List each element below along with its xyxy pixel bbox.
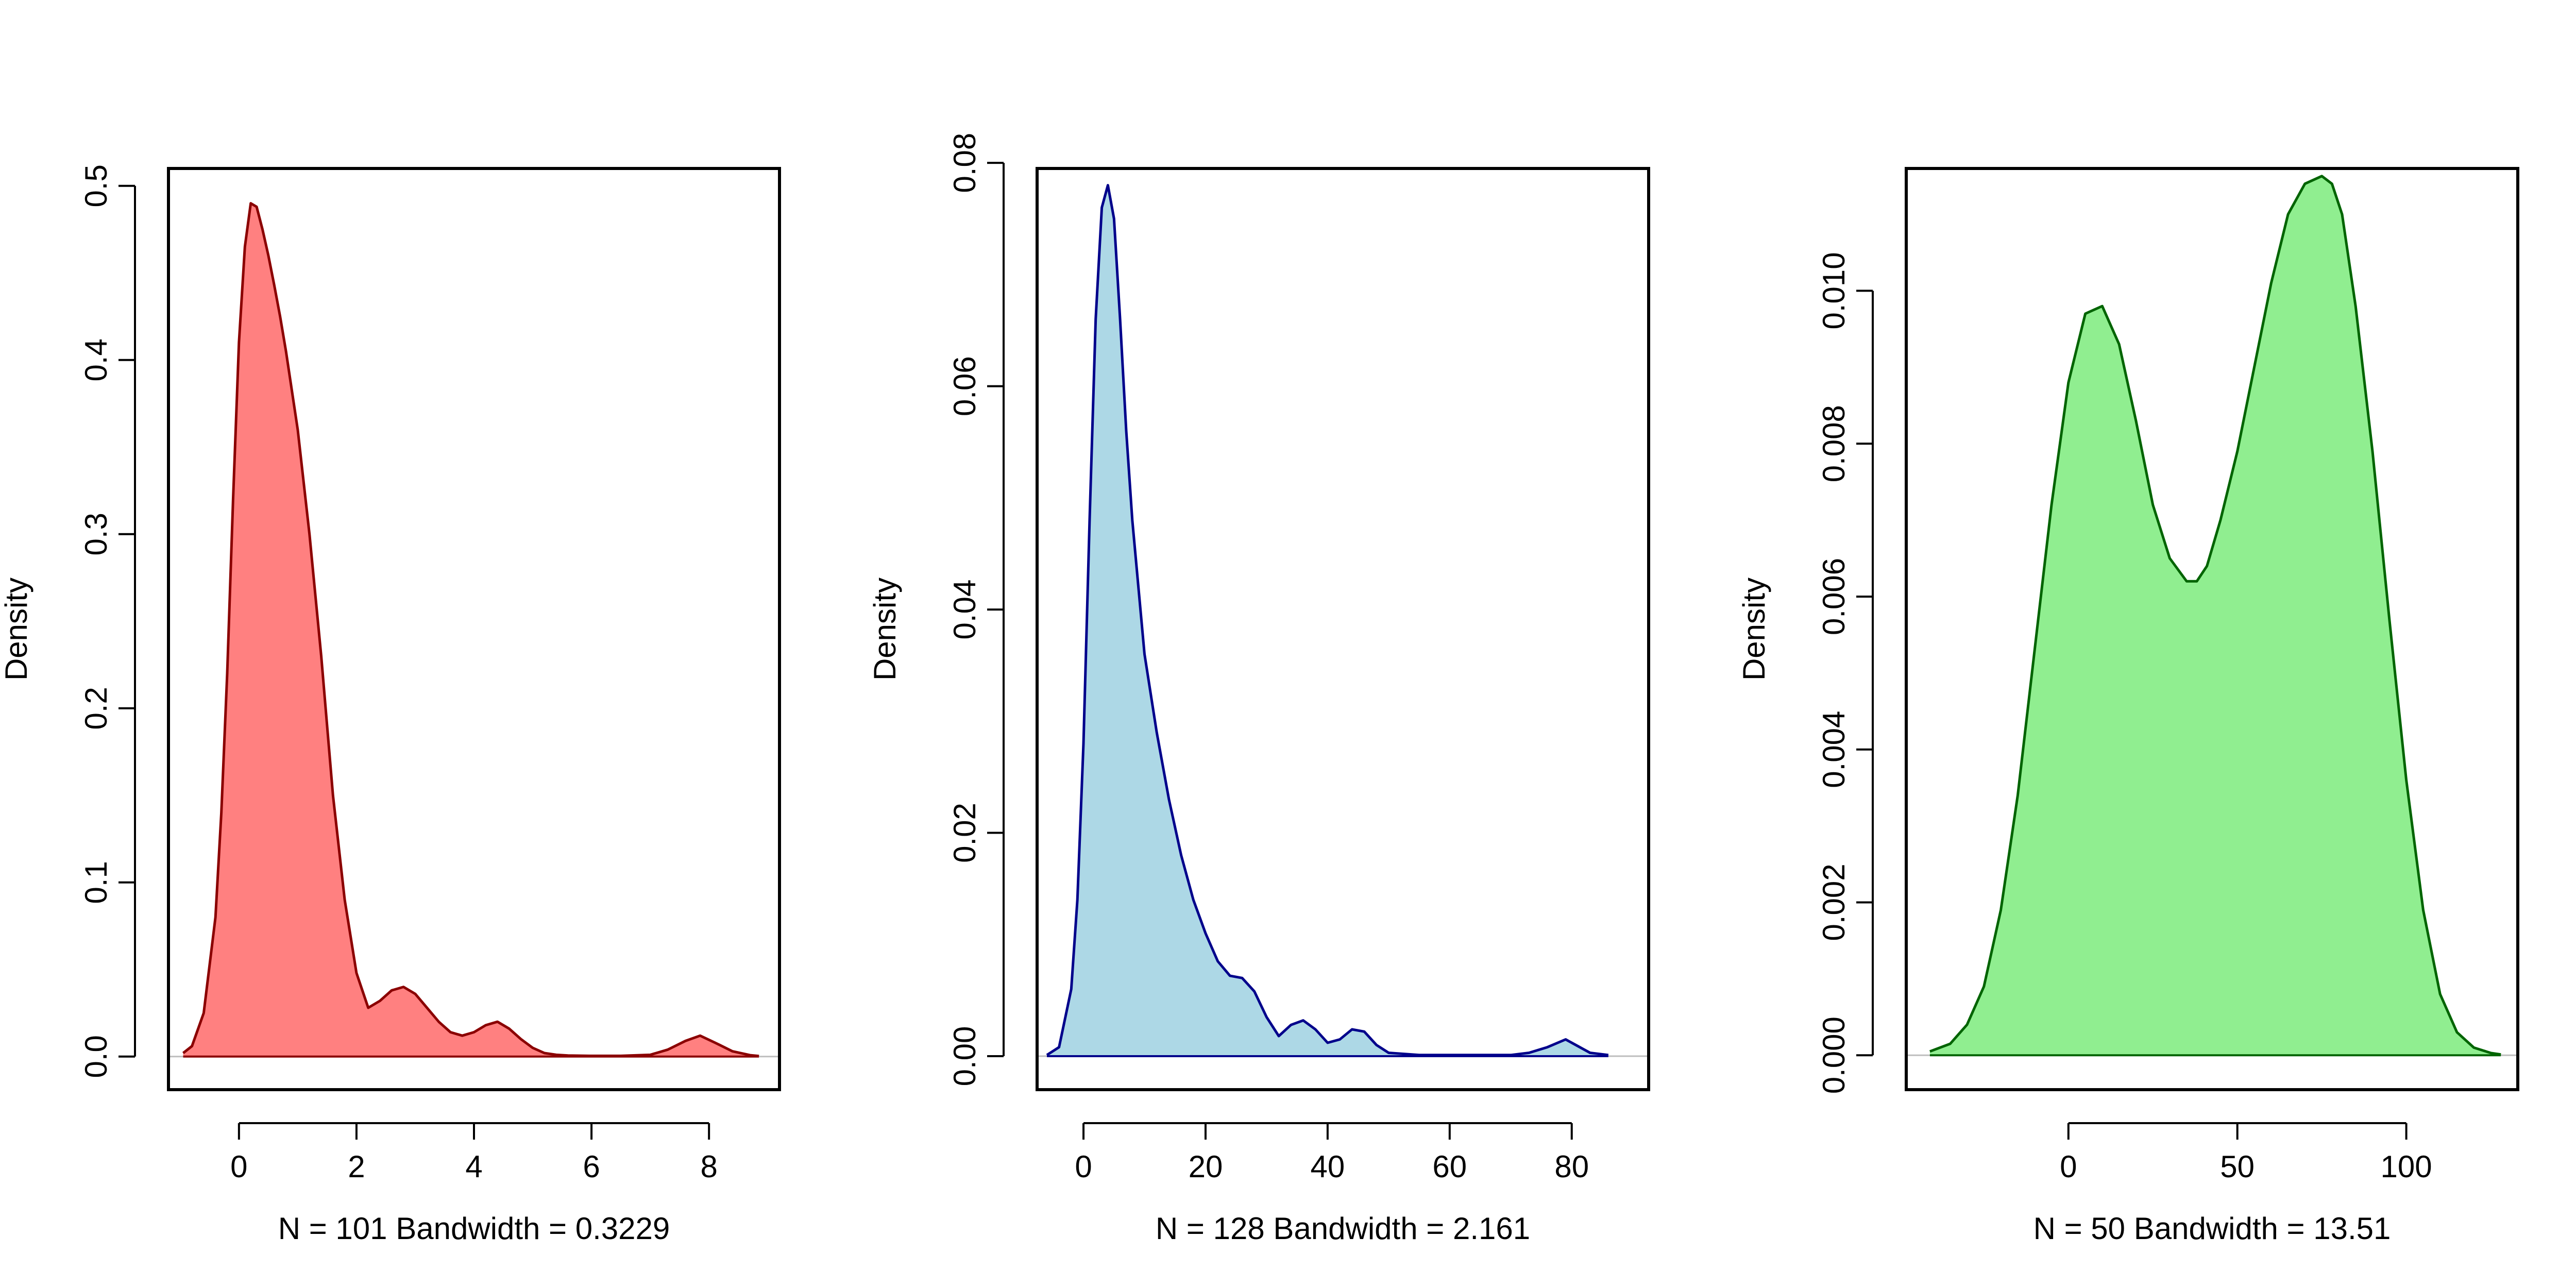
y-tick-label: 0.06 [947, 356, 982, 416]
red-density-panel: 0 2 4 6 8 0.0 0.1 0.2 0.3 0.4 0.5 N = 101 Bandwidth… [0, 164, 781, 1246]
x-tick-label: 100 [2381, 1149, 2432, 1184]
red-plot-frame [167, 167, 781, 1091]
x-tick-label: 8 [700, 1149, 717, 1184]
red-x-axis-label: N = 101 Bandwidth = 0.3229 [278, 1211, 670, 1246]
x-tick-label: 20 [1189, 1149, 1223, 1184]
green-plot-frame [1905, 167, 2519, 1091]
x-tick-label: 0 [2060, 1149, 2077, 1184]
red-density-area [183, 203, 759, 1057]
green-x-axis-label: N = 50 Bandwidth = 13.51 [2033, 1211, 2391, 1246]
y-tick-label: 0.08 [947, 133, 982, 193]
y-tick-label: 0.00 [947, 1026, 982, 1087]
y-tick-label: 0.2 [79, 687, 113, 730]
red-y-axis-label: Density [0, 578, 33, 681]
x-tick-label: 0 [1075, 1149, 1092, 1184]
x-tick-label: 60 [1432, 1149, 1467, 1184]
x-tick-label: 40 [1311, 1149, 1345, 1184]
blue-density-line [1046, 184, 1609, 1057]
green-density-panel: 0 50 100 0.000 0.002 0.004 0.006 0.008 0.010 N = … [1737, 167, 2519, 1246]
green-density-area [1929, 176, 2501, 1056]
y-tick-label: 0.1 [79, 861, 113, 904]
x-tick-label: 80 [1554, 1149, 1589, 1184]
x-tick-label: 2 [348, 1149, 365, 1184]
y-tick-label: 0.000 [1817, 1016, 1851, 1094]
blue-plot-frame [1036, 167, 1650, 1091]
y-tick-label: 0.02 [947, 803, 982, 863]
blue-x-axis-label: N = 128 Bandwidth = 2.161 [1156, 1211, 1530, 1246]
x-tick-label: 6 [583, 1149, 600, 1184]
y-tick-label: 0.5 [79, 164, 113, 207]
blue-density-area [1047, 185, 1608, 1056]
y-tick-label: 0.0 [79, 1035, 113, 1078]
x-tick-label: 4 [465, 1149, 482, 1184]
blue-density-panel: 0 20 40 60 80 0.00 0.02 0.04 0.06 0.08 N = 128 Ban… [868, 133, 1650, 1246]
x-tick-label: 0 [230, 1149, 247, 1184]
green-y-axis-label: Density [1737, 578, 1771, 681]
y-tick-label: 0.4 [79, 338, 113, 381]
y-tick-label: 0.010 [1817, 252, 1851, 329]
y-tick-label: 0.04 [947, 580, 982, 640]
y-tick-label: 0.002 [1817, 863, 1851, 941]
x-tick-label: 50 [2220, 1149, 2255, 1184]
green-density-line [1929, 175, 2501, 1056]
y-tick-label: 0.004 [1817, 711, 1851, 788]
blue-y-axis-label: Density [868, 578, 902, 681]
y-tick-label: 0.3 [79, 513, 113, 555]
y-tick-label: 0.008 [1817, 405, 1851, 482]
y-tick-label: 0.006 [1817, 558, 1851, 635]
